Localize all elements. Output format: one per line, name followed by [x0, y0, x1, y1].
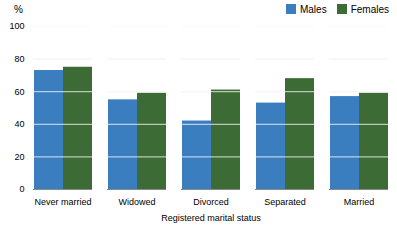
svg-text:20: 20 — [14, 152, 24, 162]
svg-text:100: 100 — [9, 21, 24, 31]
svg-text:80: 80 — [14, 54, 24, 64]
svg-text:Never married: Never married — [34, 197, 91, 207]
svg-text:60: 60 — [14, 87, 24, 97]
svg-text:Widowed: Widowed — [118, 197, 155, 207]
html-text:Males: Males — [300, 3, 327, 15]
svg-text:40: 40 — [14, 119, 24, 129]
html-text:Females: Females — [350, 3, 389, 15]
svg-text:0: 0 — [19, 184, 24, 194]
svg-text:Registered marital status: Registered marital status — [161, 213, 261, 223]
svg-text:Divorced: Divorced — [193, 197, 229, 207]
svg-text:Married: Married — [344, 197, 375, 207]
svg-text:Separated: Separated — [264, 197, 306, 207]
